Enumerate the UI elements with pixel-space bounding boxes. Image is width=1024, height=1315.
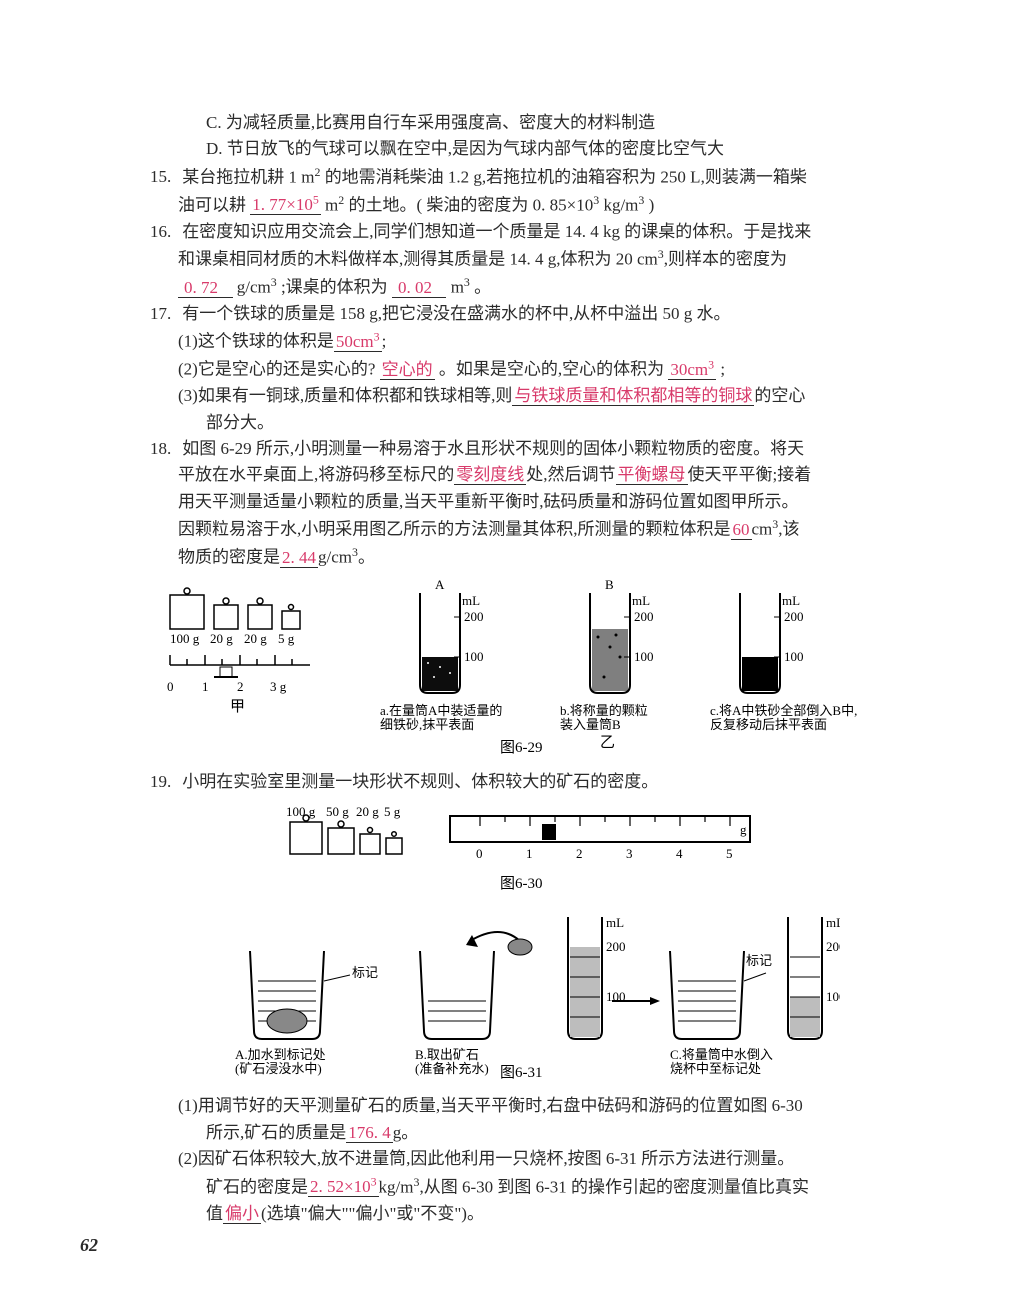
svg-text:0: 0: [167, 679, 174, 694]
svg-text:mL: mL: [606, 915, 624, 930]
q18-l3: 用天平测量适量小颗粒的质量,当天平重新平衡时,砝码质量和游码位置如图甲所示。: [150, 489, 910, 515]
svg-text:20 g: 20 g: [210, 631, 233, 646]
q16-ans2: 0. 02: [398, 278, 432, 297]
q17-s1-ans: 50cm3: [334, 332, 382, 352]
q19-s2a: (2)因矿石体积较大,放不进量筒,因此他利用一只烧杯,按图 6-31 所示方法进…: [150, 1146, 910, 1172]
svg-text:5 g: 5 g: [384, 804, 401, 819]
q19-num: 19.: [150, 769, 178, 795]
svg-text:mL: mL: [826, 915, 840, 930]
svg-text:5 g: 5 g: [278, 631, 295, 646]
q18-l1: 18. 如图 6-29 所示,小明测量一种易溶于水且形状不规则的固体小颗粒物质的…: [150, 436, 910, 462]
q15-num: 15.: [150, 164, 178, 190]
opt-c: C. 为减轻质量,比赛用自行车采用强度高、密度大的材料制造: [150, 110, 910, 136]
svg-text:A: A: [435, 577, 445, 592]
q16-ans1: 0. 72: [184, 278, 218, 297]
svg-text:C.将量筒中水倒入烧杯中至标记处: C.将量筒中水倒入烧杯中至标记处: [670, 1047, 773, 1076]
q17-s1: (1)这个铁球的体积是50cm3;: [150, 327, 910, 355]
figure-6-30: 100 g 50 g 20 g 5 g 0: [150, 802, 910, 905]
svg-text:100: 100: [826, 989, 840, 1004]
q15-l2: 油可以耕 1. 77×105 m2 的土地。( 柴油的密度为 0. 85×103…: [150, 191, 910, 219]
q17-num: 17.: [150, 301, 178, 327]
figure-6-29: 100 g 20 g 20 g 5 g 0 1 2 3 g: [150, 577, 910, 765]
svg-text:20 g: 20 g: [244, 631, 267, 646]
q17-s2-ans1: 空心的: [380, 360, 435, 380]
q18-ans1: 零刻度线: [454, 465, 526, 485]
svg-text:50 g: 50 g: [326, 804, 349, 819]
q17-s2-ans2: 30cm3: [668, 360, 716, 380]
q18-num: 18.: [150, 436, 178, 462]
svg-text:标记: 标记: [352, 965, 378, 980]
svg-text:200: 200: [784, 609, 804, 624]
q19-s1b: 所示,矿石的质量是176. 4g。: [150, 1120, 910, 1146]
q17-s3: (3)如果有一铜球,质量和体积都和铁球相等,则与铁球质量和体积都相等的铜球的空心: [150, 383, 910, 409]
q16-l3: 0. 72 g/cm3 ;课桌的体积为 0. 02 m3 。: [150, 273, 910, 301]
svg-text:甲: 甲: [230, 699, 245, 715]
svg-text:3: 3: [626, 846, 633, 861]
q17-s3b: 部分大。: [150, 410, 910, 436]
svg-text:c.将A中铁砂全部倒入B中,反复移动后抹平表面: c.将A中铁砂全部倒入B中,反复移动后抹平表面: [710, 703, 857, 732]
q18-l5: 物质的密度是2. 44g/cm3。: [150, 543, 910, 571]
svg-text:200: 200: [606, 939, 626, 954]
q19-s2b: 矿石的密度是2. 52×103kg/m3,从图 6-30 到图 6-31 的操作…: [150, 1173, 910, 1201]
q17-s2: (2)它是空心的还是实心的? 空心的 。如果是空心的,空心的体积为 30cm3 …: [150, 355, 910, 383]
svg-text:200: 200: [464, 609, 484, 624]
svg-text:5: 5: [726, 846, 733, 861]
q18-l2: 平放在水平桌面上,将游码移至标尺的零刻度线处,然后调节平衡螺母使天平平衡;接着: [150, 462, 910, 488]
q16-l2: 和课桌相同材质的木料做样本,测得其质量是 14. 4 g,体积为 20 cm3,…: [150, 245, 910, 273]
svg-text:mL: mL: [782, 593, 800, 608]
figure-6-31: 标记 A.加水到标记处(矿石浸没水中) B.取出矿石(准备补充水): [150, 911, 910, 1089]
q19-s2-ans2: 偏小: [223, 1204, 261, 1224]
svg-text:B.取出矿石(准备补充水): B.取出矿石(准备补充水): [415, 1047, 489, 1076]
q19-l1: 19. 小明在实验室里测量一块形状不规则、体积较大的矿石的密度。: [150, 769, 910, 795]
svg-text:2: 2: [237, 679, 244, 694]
svg-text:0: 0: [476, 846, 483, 861]
q16-num: 16.: [150, 219, 178, 245]
svg-text:B: B: [605, 577, 614, 592]
q15-answer: 1. 77×105: [250, 195, 321, 215]
svg-text:100 g: 100 g: [170, 631, 200, 646]
svg-text:b.将称量的颗粒装入量筒B: b.将称量的颗粒装入量筒B: [560, 703, 648, 732]
svg-text:图6-30: 图6-30: [500, 875, 543, 892]
svg-text:4: 4: [676, 846, 683, 861]
svg-text:100: 100: [634, 649, 654, 664]
q18-l4: 因颗粒易溶于水,小明采用图乙所示的方法测量其体积,所测量的颗粒体积是60cm3,…: [150, 515, 910, 543]
svg-text:100: 100: [464, 649, 484, 664]
svg-text:1: 1: [202, 679, 209, 694]
svg-text:200: 200: [826, 939, 840, 954]
q18-ans2: 平衡螺母: [616, 465, 688, 485]
svg-text:g: g: [740, 822, 747, 837]
svg-text:200: 200: [634, 609, 654, 624]
svg-text:3 g: 3 g: [270, 679, 287, 694]
page: C. 为减轻质量,比赛用自行车采用强度高、密度大的材料制造 D. 节日放飞的气球…: [0, 0, 1024, 1315]
q17-l1: 17. 有一个铁球的质量是 158 g,把它浸没在盛满水的杯中,从杯中溢出 50…: [150, 301, 910, 327]
q15-l1: 15. 某台拖拉机耕 1 m2 的地需消耗柴油 1.2 g,若拖拉机的油箱容积为…: [150, 163, 910, 191]
svg-text:A.加水到标记处(矿石浸没水中): A.加水到标记处(矿石浸没水中): [235, 1047, 326, 1076]
q19-s1a: (1)用调节好的天平测量矿石的质量,当天平平衡时,右盘中砝码和游码的位置如图 6…: [150, 1093, 910, 1119]
svg-text:mL: mL: [462, 593, 480, 608]
svg-text:标记: 标记: [746, 953, 772, 968]
svg-text:图6-31: 图6-31: [500, 1064, 543, 1081]
svg-text:1: 1: [526, 846, 533, 861]
q19-s1-ans: 176. 4: [346, 1123, 393, 1143]
svg-text:乙: 乙: [600, 735, 615, 751]
q17-s3-ans: 与铁球质量和体积都相等的铜球: [512, 386, 754, 406]
opt-d: D. 节日放飞的气球可以飘在空中,是因为气球内部气体的密度比空气大: [150, 136, 910, 162]
svg-text:20 g: 20 g: [356, 804, 379, 819]
svg-text:mL: mL: [632, 593, 650, 608]
svg-text:100: 100: [784, 649, 804, 664]
svg-text:100 g: 100 g: [286, 804, 316, 819]
q16-l1: 16. 在密度知识应用交流会上,同学们想知道一个质量是 14. 4 kg 的课桌…: [150, 219, 910, 245]
q18-ans4: 2. 44: [280, 548, 318, 568]
q18-ans3: 60: [731, 520, 752, 540]
svg-text:2: 2: [576, 846, 583, 861]
svg-text:a.在量筒A中装适量的细铁砂,抹平表面: a.在量筒A中装适量的细铁砂,抹平表面: [380, 703, 502, 732]
q19-s2c: 值偏小(选填"偏大""偏小"或"不变")。: [150, 1201, 910, 1227]
page-number: 62: [80, 1232, 98, 1260]
content-column: C. 为减轻质量,比赛用自行车采用强度高、密度大的材料制造 D. 节日放飞的气球…: [150, 110, 910, 1227]
svg-text:图6-29: 图6-29: [500, 739, 543, 756]
q19-s2-ans1: 2. 52×103: [308, 1177, 379, 1197]
